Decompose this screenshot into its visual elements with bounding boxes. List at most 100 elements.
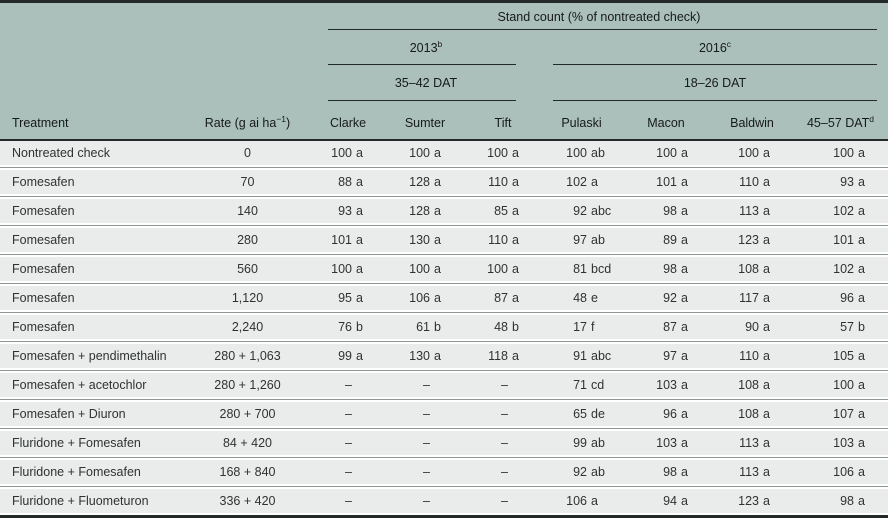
significance-letters: a: [681, 436, 688, 450]
significance-letters: a: [763, 233, 770, 247]
table-row: Fomesafen 1,120 95 a 106 a 87 a 48 e 92 a 117…: [0, 286, 888, 310]
significance-letters: a: [763, 436, 770, 450]
table-row: Fomesafen 560 100 a 100 a 100 a 81 bcd 98 a 1…: [0, 257, 888, 281]
significance-letters: a: [763, 204, 770, 218]
row-separator: [0, 368, 888, 373]
dat-2016-label: 18–26 DAT: [683, 76, 747, 90]
significance-letters: e: [591, 291, 598, 305]
clarke-value-cell: –: [310, 489, 386, 513]
value-number: 65: [573, 407, 587, 421]
significance-letters: a: [356, 291, 363, 305]
pulaski-value-cell: 100 ab: [542, 141, 621, 165]
significance-letters: a: [681, 233, 688, 247]
significance-letters: a: [681, 204, 688, 218]
column-header-macon: Macon: [647, 116, 685, 130]
value-number: 100: [409, 146, 430, 160]
significance-letters: a: [858, 407, 865, 421]
row-separator: [0, 455, 888, 460]
separator-line: [0, 370, 888, 371]
treatment-cell: Fomesafen: [12, 262, 75, 276]
macon-value-cell: 98 a: [621, 199, 711, 223]
significance-letters: a: [858, 349, 865, 363]
macon-value-cell: 92 a: [621, 286, 711, 310]
rate-cell: 280 + 1,260: [214, 378, 281, 392]
table-row: Fomesafen + Diuron 280 + 700 – – – 65 de …: [0, 402, 888, 426]
value-number: –: [345, 465, 352, 479]
value-number: 61: [416, 320, 430, 334]
table-row: Fomesafen + acetochlor 280 + 1,260 – – –…: [0, 373, 888, 397]
significance-letters: a: [763, 262, 770, 276]
value-number: –: [423, 436, 430, 450]
rate-cell: 84 + 420: [222, 436, 272, 450]
value-number: 98: [840, 494, 854, 508]
value-number: 106: [833, 465, 854, 479]
significance-letters: a: [356, 146, 363, 160]
tift-value-cell: 110 a: [464, 228, 542, 252]
pulaski-value-cell: 91 abc: [542, 344, 621, 368]
clarke-value-cell: 95 a: [310, 286, 386, 310]
treatment-cell: Fomesafen + Diuron: [12, 407, 126, 421]
column-header-45-57-dat: 45–57 DATd: [793, 101, 888, 139]
tift-value-cell: 110 a: [464, 170, 542, 194]
value-number: 102: [833, 204, 854, 218]
tift-value-cell: 118 a: [464, 344, 542, 368]
dat-45-57-value-cell: 101 a: [793, 228, 888, 252]
value-number: –: [423, 494, 430, 508]
value-number: 103: [833, 436, 854, 450]
rate-cell: 336 + 420: [219, 494, 276, 508]
significance-letters: a: [858, 204, 865, 218]
value-number: 96: [840, 291, 854, 305]
rate-cell: 280 + 1,063: [214, 349, 281, 363]
value-number: 106: [566, 494, 587, 508]
baldwin-value-cell: 113 a: [711, 460, 793, 484]
significance-letters: a: [512, 291, 519, 305]
value-number: –: [345, 494, 352, 508]
value-number: 92: [663, 291, 677, 305]
baldwin-value-cell: 108 a: [711, 402, 793, 426]
value-number: –: [501, 436, 508, 450]
significance-letters: b: [512, 320, 519, 334]
clarke-value-cell: –: [310, 402, 386, 426]
significance-letters: ab: [591, 233, 605, 247]
tift-value-cell: 48 b: [464, 315, 542, 339]
significance-letters: a: [512, 204, 519, 218]
clarke-value-cell: 101 a: [310, 228, 386, 252]
value-number: 110: [739, 175, 759, 189]
macon-value-cell: 87 a: [621, 315, 711, 339]
sumter-value-cell: –: [386, 489, 464, 513]
column-header-clarke: Clarke: [329, 116, 367, 130]
significance-letters: a: [681, 349, 688, 363]
significance-letters: a: [681, 291, 688, 305]
baldwin-value-cell: 113 a: [711, 431, 793, 455]
bottom-padding: [0, 513, 888, 515]
footnote-d-marker: d: [869, 113, 875, 124]
separator-line: [0, 486, 888, 487]
value-number: 123: [738, 233, 759, 247]
pulaski-value-cell: 102 a: [542, 170, 621, 194]
pulaski-value-cell: 71 cd: [542, 373, 621, 397]
value-number: 100: [331, 146, 352, 160]
significance-letters: a: [858, 175, 865, 189]
significance-letters: a: [591, 175, 598, 189]
significance-letters: a: [858, 262, 865, 276]
value-number: –: [501, 465, 508, 479]
value-number: 118: [488, 349, 508, 363]
significance-letters: a: [858, 233, 865, 247]
value-number: 98: [663, 204, 677, 218]
value-number: –: [423, 407, 430, 421]
dat-2013-label: 35–42 DAT: [394, 76, 458, 90]
significance-letters: a: [512, 146, 519, 160]
sumter-value-cell: –: [386, 373, 464, 397]
separator-line: [0, 341, 888, 342]
value-number: 99: [338, 349, 352, 363]
significance-letters: a: [763, 349, 770, 363]
significance-letters: a: [356, 175, 363, 189]
macon-value-cell: 96 a: [621, 402, 711, 426]
value-number: 100: [656, 146, 677, 160]
value-number: 100: [833, 378, 854, 392]
value-number: 93: [840, 175, 854, 189]
pulaski-value-cell: 99 ab: [542, 431, 621, 455]
treatment-cell: Fomesafen + pendimethalin: [12, 349, 167, 363]
significance-letters: a: [858, 436, 865, 450]
treatment-cell: Fluridone + Fluometuron: [12, 494, 149, 508]
